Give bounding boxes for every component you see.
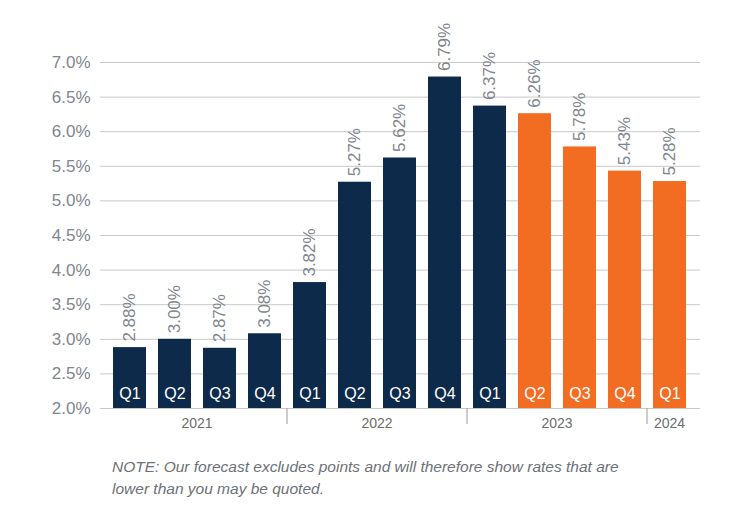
- svg-text:3.00%: 3.00%: [165, 285, 184, 333]
- svg-text:2024: 2024: [654, 415, 685, 431]
- svg-text:5.5%: 5.5%: [52, 157, 91, 176]
- svg-text:2.88%: 2.88%: [120, 293, 139, 341]
- svg-text:Q3: Q3: [389, 385, 410, 402]
- svg-text:2.87%: 2.87%: [210, 294, 229, 342]
- svg-text:3.0%: 3.0%: [52, 330, 91, 349]
- svg-text:6.5%: 6.5%: [52, 88, 91, 107]
- svg-text:Q1: Q1: [299, 385, 320, 402]
- svg-text:5.78%: 5.78%: [570, 93, 589, 141]
- svg-text:Q3: Q3: [209, 385, 230, 402]
- svg-text:2022: 2022: [361, 415, 392, 431]
- svg-text:Q1: Q1: [119, 385, 140, 402]
- svg-text:6.37%: 6.37%: [480, 52, 499, 100]
- svg-text:Q1: Q1: [659, 385, 680, 402]
- svg-text:6.0%: 6.0%: [52, 122, 91, 141]
- svg-text:5.28%: 5.28%: [660, 127, 679, 175]
- svg-text:5.62%: 5.62%: [390, 104, 409, 152]
- svg-text:Q2: Q2: [344, 385, 365, 402]
- svg-text:Q4: Q4: [614, 385, 635, 402]
- svg-text:4.5%: 4.5%: [52, 226, 91, 245]
- svg-text:5.43%: 5.43%: [615, 117, 634, 165]
- svg-text:3.5%: 3.5%: [52, 295, 91, 314]
- svg-text:5.27%: 5.27%: [345, 128, 364, 176]
- svg-text:Q2: Q2: [524, 385, 545, 402]
- svg-text:2021: 2021: [181, 415, 212, 431]
- svg-text:2.5%: 2.5%: [52, 364, 91, 383]
- html-text:NOTE: Our forecast excludes po: NOTE: Our forecast excludes points and w…: [112, 458, 619, 497]
- svg-text:6.79%: 6.79%: [435, 23, 454, 71]
- svg-text:Q1: Q1: [479, 385, 500, 402]
- svg-text:7.0%: 7.0%: [52, 53, 91, 72]
- svg-text:Q4: Q4: [254, 385, 275, 402]
- svg-text:3.82%: 3.82%: [300, 228, 319, 276]
- svg-text:4.0%: 4.0%: [52, 261, 91, 280]
- svg-text:2023: 2023: [541, 415, 572, 431]
- svg-text:5.0%: 5.0%: [52, 191, 91, 210]
- svg-text:Q2: Q2: [164, 385, 185, 402]
- svg-text:Q3: Q3: [569, 385, 590, 402]
- svg-text:2.0%: 2.0%: [52, 399, 91, 418]
- svg-text:3.08%: 3.08%: [255, 280, 274, 328]
- svg-text:Q4: Q4: [434, 385, 455, 402]
- svg-text:6.26%: 6.26%: [525, 60, 544, 108]
